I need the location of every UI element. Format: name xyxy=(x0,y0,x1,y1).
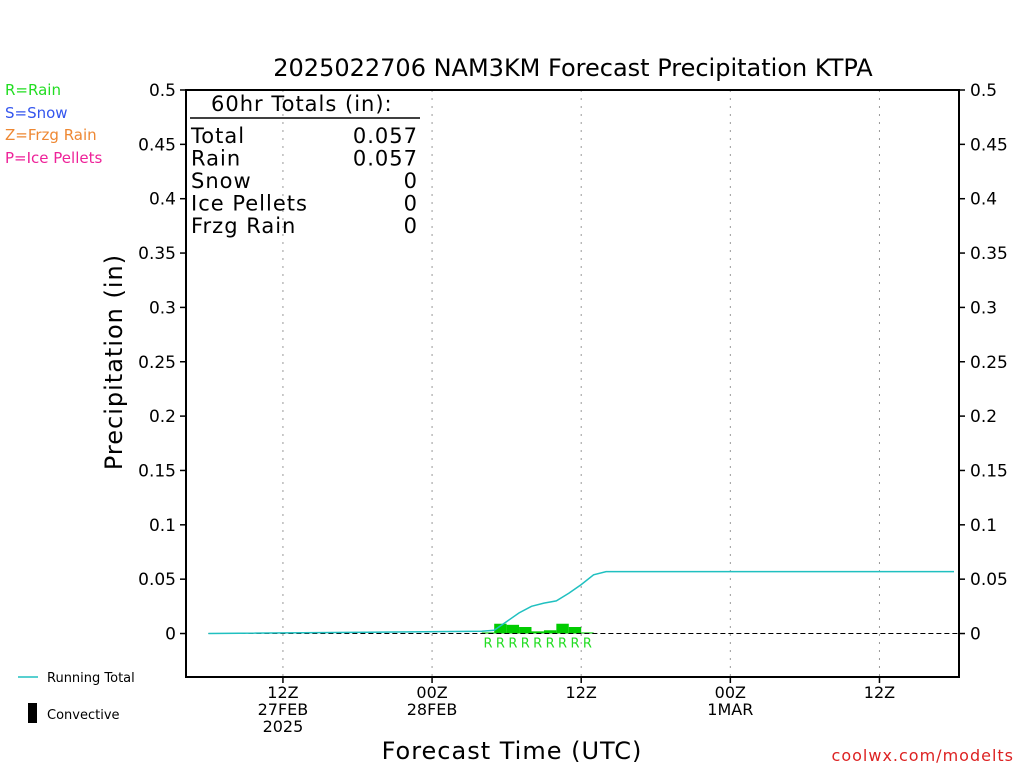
precip-type-marker: R xyxy=(570,637,579,652)
totals-box: 60hr Totals (in): Total 0.057 Rain 0.057 Sno… xyxy=(190,92,420,238)
precip-type-marker: R xyxy=(521,637,530,652)
y-tick-label-left: 0.05 xyxy=(138,570,176,590)
y-axis-label: Precipitation (in) xyxy=(100,254,128,470)
convective-legend-swatch xyxy=(28,703,37,723)
y-tick-label-left: 0.25 xyxy=(138,353,176,373)
precip-type-marker: R xyxy=(483,637,492,652)
running-total-line xyxy=(208,570,954,635)
totals-row-value: 0.057 xyxy=(353,147,418,171)
y-tick-label-right: 0 xyxy=(970,625,981,645)
x-tick-label: 00Z xyxy=(715,683,746,702)
totals-row-label: Rain xyxy=(191,147,241,171)
x-tick-label: 1MAR xyxy=(707,700,753,719)
running-total-legend-label: Running Total xyxy=(47,671,135,686)
y-tick-label-right: 0.5 xyxy=(970,81,997,101)
precip-bar xyxy=(568,626,582,634)
totals-row-value: 0 xyxy=(404,214,418,238)
x-tick-label: 27FEB xyxy=(258,700,309,719)
x-tick-label: 2025 xyxy=(263,717,304,736)
y-tick-label-left: 0.3 xyxy=(149,298,176,318)
grid-lines xyxy=(282,90,880,677)
plot-frame xyxy=(185,89,960,678)
precip-type-marker: R xyxy=(583,637,592,652)
y-tick-label-right: 0.3 xyxy=(970,298,997,318)
precip-type-rain-legend: R=Rain xyxy=(5,81,61,99)
credit-label: coolwx.com/modelts xyxy=(832,746,1014,765)
chart-title: 2025022706 NAM3KM Forecast Precipitation… xyxy=(273,54,873,82)
y-ticks-left: 0 0.05 0.1 0.15 0.2 0.25 0.3 0.35 0.4 0.45 0.5 xyxy=(138,81,186,645)
y-tick-label-right: 0.05 xyxy=(970,570,1008,590)
x-tick-label: 12Z xyxy=(267,683,298,702)
precip-type-snow-legend: S=Snow xyxy=(5,104,68,122)
totals-row-label: Snow xyxy=(191,169,252,193)
precip-bars xyxy=(481,623,594,634)
y-tick-label-left: 0 xyxy=(165,625,176,645)
totals-row-value: 0 xyxy=(404,192,418,216)
precip-type-ice-pellets-legend: P=Ice Pellets xyxy=(5,149,103,167)
precip-type-marker: R xyxy=(533,637,542,652)
x-tick-label: 00Z xyxy=(416,683,447,702)
y-tick-label-left: 0.2 xyxy=(149,407,176,427)
totals-row-label: Total xyxy=(190,124,245,148)
precip-bar xyxy=(581,632,594,634)
precip-bar xyxy=(519,626,532,634)
y-tick-label-right: 0.15 xyxy=(970,461,1008,481)
totals-row-value: 0 xyxy=(404,169,418,193)
totals-row-label: Ice Pellets xyxy=(191,192,308,216)
totals-row-label: Frzg Rain xyxy=(191,214,296,238)
precip-bar xyxy=(556,623,569,634)
y-tick-label-right: 0.35 xyxy=(970,244,1008,264)
y-tick-label-left: 0.4 xyxy=(149,190,176,210)
precip-bar xyxy=(543,630,557,634)
precip-bar xyxy=(494,623,507,634)
precip-bar xyxy=(481,632,495,634)
y-tick-label-left: 0.45 xyxy=(138,135,176,155)
y-tick-label-right: 0.2 xyxy=(970,407,997,427)
x-axis-label: Forecast Time (UTC) xyxy=(382,737,643,765)
x-tick-label: 12Z xyxy=(566,683,597,702)
y-tick-label-left: 0.5 xyxy=(149,81,176,101)
precip-type-marker: R xyxy=(508,637,517,652)
y-tick-label-right: 0.1 xyxy=(970,516,997,536)
y-tick-label-right: 0.45 xyxy=(970,135,1008,155)
precip-type-marker: R xyxy=(496,637,505,652)
precip-type-marker: R xyxy=(558,637,567,652)
y-tick-label-left: 0.15 xyxy=(138,461,176,481)
y-tick-label-right: 0.25 xyxy=(970,353,1008,373)
y-tick-label-right: 0.4 xyxy=(970,190,997,210)
convective-legend-label: Convective xyxy=(47,708,120,723)
x-tick-label: 12Z xyxy=(864,683,895,702)
precip-type-frzg-rain-legend: Z=Frzg Rain xyxy=(5,126,97,144)
totals-row-value: 0.057 xyxy=(353,124,418,148)
precip-bar xyxy=(531,631,544,634)
y-tick-label-left: 0.1 xyxy=(149,516,176,536)
totals-header: 60hr Totals (in): xyxy=(211,92,393,116)
y-ticks-right: 0 0.05 0.1 0.15 0.2 0.25 0.3 0.35 0.4 0.45 0.5 xyxy=(959,81,1008,645)
y-tick-label-left: 0.35 xyxy=(138,244,176,264)
precip-type-marker: R xyxy=(546,637,555,652)
precip-bar xyxy=(506,624,520,634)
x-tick-label: 28FEB xyxy=(407,700,458,719)
